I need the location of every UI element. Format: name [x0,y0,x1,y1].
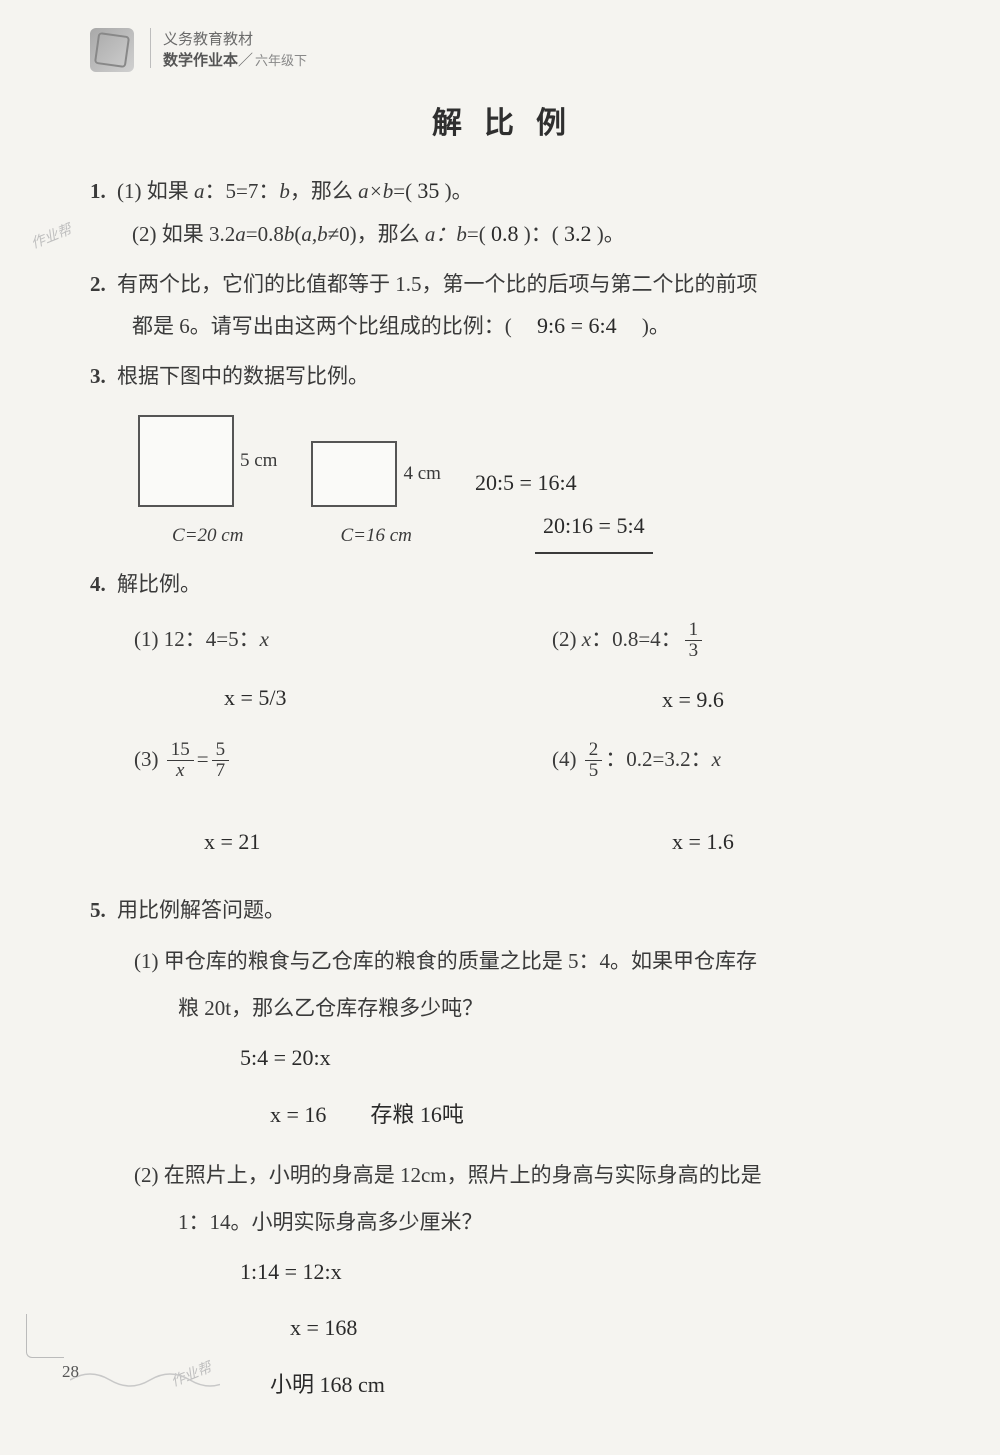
q4-p2-var: x [582,627,591,651]
q4-text: 解比例。 [117,572,201,596]
q2-answer: 9:6 = 6:4 [537,305,617,348]
sq1-side: 5 cm [240,442,277,479]
q4-p4-mid: ：0.2=3.2： [605,747,711,771]
q5-p2-text2: 1：14。小明实际身高多少厘米？ [90,1202,930,1243]
q3-num: 3. [90,364,106,388]
q5-p2-work2: x = 168 [290,1307,357,1350]
q1-p2-ab: a,b [301,222,327,246]
q4-p4-f1n: 2 [585,740,603,761]
q4-p3-ans: x = 21 [204,821,260,864]
question-4: 4. 解比例。 (1) 12：4=5：x x = 5/3 (2) x：0.8=4… [90,564,930,864]
q1-p1-mid1: ：5=7： [205,179,280,203]
q1-p2-mid4: =( [467,222,491,246]
q4-p1-label: (1) 12：4=5： [134,627,260,651]
q5-text: 用比例解答问题。 [117,898,285,922]
q4-p4: (4) 25：0.2=3.2：x x = 1.6 [552,739,930,865]
square-2-block: 4 cm C=16 cm [311,441,440,554]
question-3: 3. 根据下图中的数据写比例。 5 cm C=20 cm 4 cm C=16 c… [90,356,930,554]
q2-text2-end: )。 [642,314,670,338]
q1-p2-mid1: =0.8 [246,222,284,246]
page-header: 义务教育教材 数学作业本／六年级下 [90,28,930,72]
q1-p2-a: a [235,222,246,246]
q5-p1-work2: x = 16 存粮 16吨 [270,1094,464,1137]
logo-icon [90,28,134,72]
q5-p2-text1: (2) 在照片上，小明的身高是 12cm，照片上的身高与实际身高的比是 [134,1155,930,1196]
page-number: 28 [62,1362,79,1382]
sq1-c: C=20 cm [172,517,243,554]
sq2-c: C=16 cm [341,517,412,554]
q4-p2-mid: ：0.8=4： [591,627,682,651]
q2-num: 2. [90,272,106,296]
q4-p4-label: (4) [552,747,582,771]
q1-p2-pre: (2) 如果 3.2 [132,222,235,246]
q4-p3-f1d: x [172,761,188,781]
q2-text1: 有两个比，它们的比值都等于 1.5，第一个比的后项与第二个比的前项 [117,272,758,296]
header-sep: ／ [238,53,253,69]
q4-p2-fden: 3 [685,641,703,661]
question-1: 1. (1) 如果 a：5=7：b，那么 a×b=( 35 )。 (2) 如果 … [90,170,930,256]
q1-p2-mid3: ≠0)，那么 [328,222,425,246]
q4-p4-var: x [712,747,721,771]
q4-p3-label: (3) [134,747,164,771]
q4-p2-label: (2) [552,627,582,651]
q1-p1-mid2: ，那么 [290,179,358,203]
corner-decoration [26,1314,64,1358]
q1-var-a: a [194,179,205,203]
sq2-side: 4 cm [403,455,440,492]
q4-p3: (3) 15x =57 x = 21 [134,739,512,865]
q4-p1-ans: x = 5/3 [224,677,287,720]
q3-hand2: 20:16 = 5:4 [535,505,653,554]
q5-p2-work1: 1:14 = 12:x [240,1251,342,1294]
q1-p2-ans1: 0.8 [491,213,519,256]
question-5: 5. 用比例解答问题。 (1) 甲仓库的粮食与乙仓库的粮食的质量之比是 5：4。… [90,890,930,1407]
q4-p2-ans: x = 9.6 [662,679,724,722]
wave-decoration [70,1366,220,1388]
q1-axb: a×b [358,179,393,203]
q4-p2-fnum: 1 [685,620,703,641]
q5-num: 5. [90,898,106,922]
q4-p4-ans: x = 1.6 [672,821,734,864]
square-1-block: 5 cm C=20 cm [138,415,277,554]
q5-p2-work3: 小明 168 cm [270,1364,385,1407]
q4-p3-f1n: 15 [167,740,194,761]
q1-num: 1. [90,179,106,203]
q5-p1-text1: (1) 甲仓库的粮食与乙仓库的粮食的质量之比是 5：4。如果甲仓库存 [134,941,930,982]
q3-hand1: 20:5 = 16:4 [475,462,577,505]
q1-var-b: b [279,179,290,203]
header-divider [150,28,151,68]
q5-p1-text2: 粮 20t，那么乙仓库存粮多少吨？ [90,988,930,1029]
q1-p2-ratio: a：b [425,222,467,246]
q4-p1: (1) 12：4=5：x x = 5/3 [134,619,512,729]
q1-p2-end: )。 [591,222,624,246]
q4-p3-f2d: 7 [212,761,230,781]
q1-p2-mid5: )：( [518,222,564,246]
q4-p3-f2n: 5 [212,740,230,761]
q1-p1-pre: (1) 如果 [117,179,194,203]
q4-p4-f1d: 5 [585,761,603,781]
q3-handwork: 20:5 = 16:4 20:16 = 5:4 [475,462,653,554]
q2-text2-pre: 都是 6。请写出由这两个比组成的比例：( [132,314,517,338]
q4-p1-var: x [260,627,269,651]
page-title: 解比例 [90,98,930,142]
square-1 [138,415,234,507]
q3-text: 根据下图中的数据写比例。 [117,364,369,388]
header-line1: 义务教育教材 [163,30,307,51]
q4-p3-eq: = [197,747,209,771]
q5-p1-work1: 5:4 = 20:x [240,1037,331,1080]
header-line2-main: 数学作业本 [163,53,238,69]
q4-num: 4. [90,572,106,596]
q1-p1-end: )。 [439,179,472,203]
header-text: 义务教育教材 数学作业本／六年级下 [163,28,307,72]
header-grade: 六年级下 [255,52,307,70]
q1-p1-mid3: =( [393,179,417,203]
q1-p1-answer: 35 [417,170,439,213]
q1-p2-ans2: 3.2 [564,213,592,256]
q1-p2-b: b [284,222,295,246]
q4-p2: (2) x：0.8=4：13 x = 9.6 [552,619,930,729]
square-2 [311,441,397,507]
question-2: 2. 有两个比，它们的比值都等于 1.5，第一个比的后项与第二个比的前项 都是 … [90,264,930,348]
